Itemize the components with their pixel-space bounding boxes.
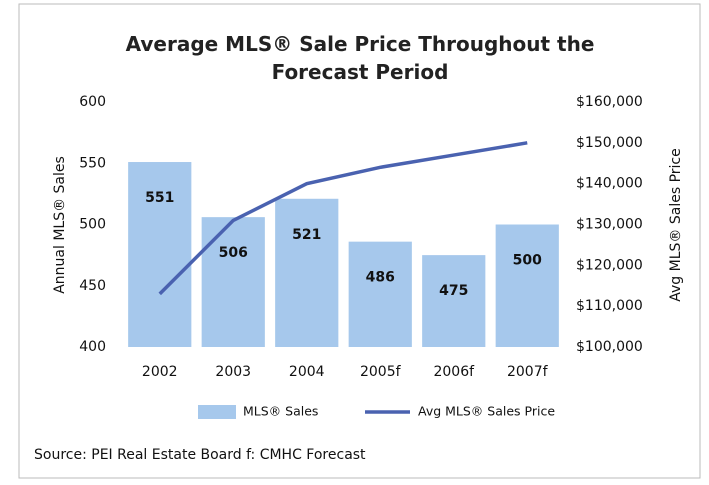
y2-tick-label: $120,000 <box>576 257 643 273</box>
y2-axis-label: Avg MLS® Sales Price <box>668 148 684 301</box>
y-tick-label: 550 <box>79 155 106 171</box>
bar <box>422 255 486 347</box>
x-tick-label: 2006f <box>433 364 475 380</box>
x-tick-label: 2003 <box>215 364 251 380</box>
y2-tick-label: $140,000 <box>576 176 643 192</box>
data-label: 521 <box>292 227 321 243</box>
legend-label: MLS® Sales <box>243 404 318 419</box>
x-tick-label: 2002 <box>142 364 178 380</box>
line <box>158 141 528 296</box>
y2-tick-label: $160,000 <box>576 94 643 110</box>
x-tick-label: 2005f <box>360 364 402 380</box>
y-tick-label: 600 <box>79 94 106 110</box>
data-label: 475 <box>439 283 468 299</box>
bar <box>348 241 412 347</box>
y-tick-label: 400 <box>79 339 106 355</box>
bar <box>275 198 339 347</box>
chart-title: Average MLS® Sale Price Throughout the F… <box>125 32 595 84</box>
legend-label: Avg MLS® Sales Price <box>418 404 555 419</box>
x-tick-label: 2007f <box>507 364 549 380</box>
source: Source: PEI Real Estate Board f: CMHC Fo… <box>34 447 366 463</box>
x-tick-label: 2004 <box>289 364 325 380</box>
bar <box>495 224 559 347</box>
y2-tick-label: $130,000 <box>576 217 643 233</box>
data-label: 500 <box>513 253 542 269</box>
y-tick-label: 500 <box>79 217 106 233</box>
legend-swatch <box>198 405 236 419</box>
frame <box>18 3 701 479</box>
bar <box>201 217 265 347</box>
y2-tick-label: $110,000 <box>576 298 643 314</box>
y2-tick-label: $150,000 <box>576 135 643 151</box>
y-axis-label: Annual MLS® Sales <box>52 156 68 294</box>
y2-tick-label: $100,000 <box>576 339 643 355</box>
bar <box>128 162 192 347</box>
data-label: 486 <box>366 270 395 286</box>
y-tick-label: 450 <box>79 278 106 294</box>
data-label: 551 <box>145 190 174 206</box>
data-label: 506 <box>219 245 248 261</box>
